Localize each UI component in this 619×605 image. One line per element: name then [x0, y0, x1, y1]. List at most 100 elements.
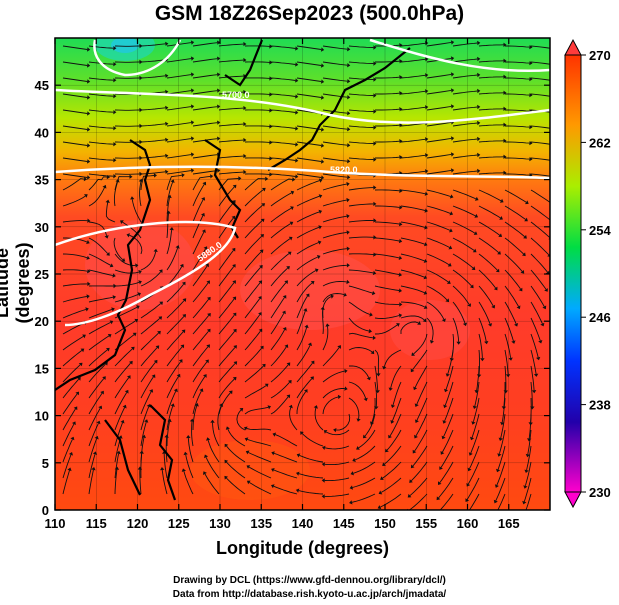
map-title: GSM 18Z26Sep2023 (500.0hPa): [154, 2, 465, 25]
streamline-arrowhead: [139, 75, 143, 81]
streamline: [296, 45, 322, 50]
streamline-arrowhead: [118, 435, 123, 439]
streamline-arrowhead: [129, 360, 133, 365]
streamline-arrowhead: [303, 308, 308, 312]
streamline-arrowhead: [449, 211, 454, 216]
streamline: [218, 107, 244, 111]
streamline-arrowhead: [320, 127, 325, 132]
streamline-arrowhead: [243, 153, 247, 159]
streamline: [375, 140, 400, 143]
streamline-arrowhead: [498, 233, 503, 237]
streamline-arrowhead: [106, 174, 110, 180]
streamline: [166, 42, 192, 47]
streamline-arrowhead: [411, 352, 416, 356]
streamline: [113, 181, 118, 207]
streamline: [504, 349, 509, 375]
streamline-arrowhead: [296, 471, 300, 476]
streamline: [386, 429, 402, 451]
streamline-arrowhead: [169, 227, 174, 231]
streamline: [218, 250, 234, 271]
streamline-arrowhead: [113, 110, 117, 115]
streamline-arrowhead: [284, 344, 289, 349]
streamline-arrowhead: [304, 389, 308, 393]
streamline: [530, 141, 550, 145]
streamline: [218, 266, 235, 287]
streamline-arrowhead: [399, 155, 403, 160]
streamline: [443, 413, 454, 437]
streamline-arrowhead: [87, 47, 91, 52]
streamline: [244, 61, 270, 63]
streamline: [192, 199, 204, 223]
streamline: [185, 454, 194, 479]
streamline-arrowhead: [116, 450, 121, 455]
streamline-arrowhead: [425, 105, 429, 110]
streamline-arrowhead: [466, 483, 471, 487]
streamline-arrowhead: [347, 111, 351, 116]
streamline-arrowhead: [516, 305, 521, 310]
streamline: [296, 391, 307, 415]
streamline-arrowhead: [160, 467, 165, 471]
streamline-arrowhead: [310, 360, 315, 365]
streamline-arrowhead: [87, 269, 91, 274]
streamline: [273, 469, 298, 479]
streamline: [505, 125, 530, 128]
streamline-arrowhead: [378, 490, 383, 495]
streamline-arrowhead: [415, 419, 419, 423]
streamline: [390, 365, 402, 389]
streamline-arrowhead: [120, 220, 124, 224]
streamline-arrowhead: [165, 169, 169, 174]
streamline: [348, 61, 374, 64]
streamline: [244, 347, 263, 367]
streamline-arrowhead: [470, 436, 475, 441]
streamline: [478, 237, 499, 253]
streamline-arrowhead: [347, 47, 351, 52]
streamline: [413, 333, 428, 355]
streamline: [62, 308, 87, 319]
streamline-arrowhead: [436, 511, 440, 515]
streamline-arrowhead: [373, 109, 377, 114]
streamline: [166, 229, 173, 255]
streamline: [244, 406, 269, 415]
streamline-arrowhead: [207, 313, 211, 317]
streamline-arrowhead: [232, 296, 237, 301]
streamline-arrowhead: [115, 179, 120, 183]
streamline: [165, 437, 168, 463]
streamline: [244, 298, 261, 319]
streamline-arrowhead: [181, 468, 186, 472]
streamline: [498, 429, 506, 454]
streamline: [381, 477, 402, 493]
streamline: [352, 477, 376, 488]
streamline-arrowhead: [399, 59, 403, 64]
streamline-arrowhead: [284, 280, 288, 285]
streamline-arrowhead: [233, 361, 238, 365]
y-tick-label: 40: [35, 125, 49, 140]
streamline-arrowhead: [231, 247, 236, 252]
streamline-arrowhead: [323, 430, 328, 434]
streamline-arrowhead: [497, 250, 501, 255]
streamline-arrowhead: [136, 305, 140, 310]
streamline-arrowhead: [370, 350, 375, 355]
streamline: [452, 269, 472, 287]
streamline: [140, 271, 162, 287]
streamline-arrowhead: [474, 213, 479, 218]
streamline-arrowhead: [203, 246, 208, 250]
streamline: [505, 61, 530, 64]
streamline-arrowhead: [258, 296, 262, 300]
streamline: [478, 124, 504, 127]
streamline-arrowhead: [473, 231, 478, 235]
streamline: [140, 43, 166, 47]
streamline-arrowhead: [347, 175, 351, 180]
streamline: [192, 58, 218, 63]
streamline: [270, 282, 287, 303]
streamline: [140, 251, 157, 271]
streamline: [88, 393, 103, 415]
streamline: [353, 461, 376, 474]
streamline-arrowhead: [503, 106, 507, 111]
streamline-arrowhead: [269, 44, 273, 49]
streamline: [218, 314, 235, 335]
streamline: [500, 413, 506, 439]
streamline-arrowhead: [344, 368, 348, 374]
streamline-arrowhead: [260, 345, 264, 350]
streamline: [140, 453, 143, 479]
streamline: [166, 170, 192, 175]
